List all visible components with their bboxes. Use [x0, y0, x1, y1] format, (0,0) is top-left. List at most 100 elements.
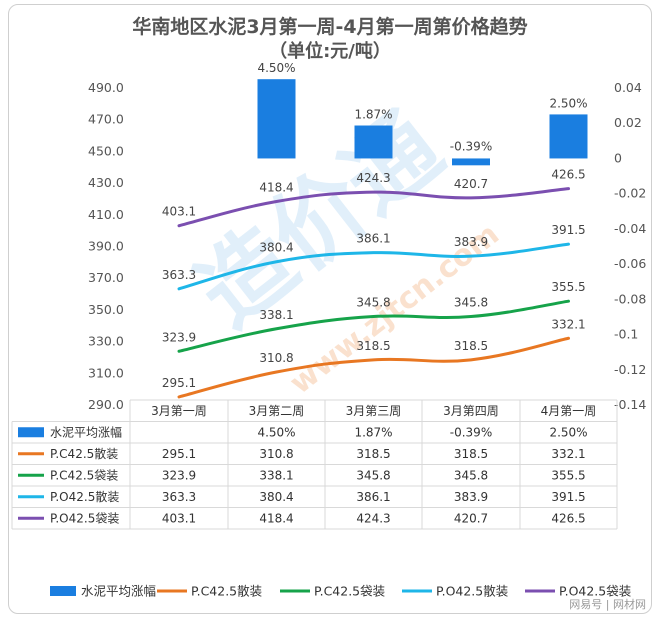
point-data-label: 332.1	[551, 317, 585, 331]
series-line	[177, 187, 570, 228]
legend-label: 水泥平均涨幅	[81, 584, 156, 599]
legend: 水泥平均涨幅 P.C42.5散装 P.C42.5袋装 P.O42.5散装 P.O42.5…	[50, 584, 631, 599]
y-right-tick-label: -0.06	[614, 256, 646, 271]
table-cell: 383.9	[454, 490, 488, 504]
point-data-label: 418.4	[259, 180, 293, 194]
point-data-label: 426.5	[551, 168, 585, 182]
point-data-label: 386.1	[356, 232, 390, 246]
legend-swatch	[50, 586, 76, 596]
table-header-cell: 4月第一周	[541, 404, 597, 418]
table-header-cell: 3月第三周	[346, 404, 402, 418]
table-cell: 295.1	[162, 447, 196, 461]
y-right-tick-label: 0.04	[614, 80, 642, 95]
source-credit: 网易号 | 网材网	[569, 598, 646, 611]
table-row-label: 水泥平均涨幅	[50, 424, 122, 439]
y-left-tick-label: 390.0	[88, 239, 124, 254]
bar-data-label: 1.87%	[354, 108, 392, 122]
series-line	[177, 336, 570, 399]
table-row-label: P.O42.5袋装	[50, 511, 119, 525]
table-cell: 4.50%	[257, 425, 295, 439]
point-data-label: 363.3	[162, 268, 196, 282]
bar	[354, 125, 393, 159]
point-data-label: 380.4	[259, 241, 293, 255]
line-series: 295.1 310.8 318.5 318.5 332.1 323.9 338.1 345.8…	[162, 168, 586, 399]
table-cell: 386.1	[356, 490, 390, 504]
legend-label: P.O42.5散装	[436, 584, 508, 599]
table-cell: 310.8	[259, 447, 293, 461]
legend-label: P.C42.5袋装	[314, 584, 385, 599]
table-cell: 403.1	[162, 511, 196, 525]
table-legend-swatch	[18, 427, 44, 438]
bar-data-label: 4.50%	[257, 61, 295, 75]
table-cell: 323.9	[162, 468, 196, 482]
point-data-label: 323.9	[162, 330, 196, 344]
table-row-label: P.O42.5散装	[50, 489, 119, 504]
y-right-tick-label: 0	[614, 150, 622, 165]
table-cell: 380.4	[259, 490, 293, 504]
y-left-tick-label: 350.0	[88, 302, 124, 317]
y-left-tick-label: 290.0	[88, 397, 124, 412]
point-data-label: 420.7	[454, 177, 488, 191]
y-right-tick-label: -0.14	[614, 397, 646, 412]
chart-title: 华南地区水泥3月第一周-4月第一周第价格趋势	[132, 16, 528, 38]
table-cell: 345.8	[356, 468, 390, 482]
y-left-tick-label: 370.0	[88, 270, 124, 285]
y-left-tick-label: 410.0	[88, 207, 124, 222]
table-cell: 355.5	[551, 468, 585, 482]
legend-label: P.O42.5袋装	[559, 584, 631, 599]
table-cell: 2.50%	[549, 425, 587, 439]
y-right-tick-label: -0.02	[614, 186, 646, 201]
bar-series: 4.50% 1.87% -0.39% 2.50%	[257, 61, 588, 166]
y-left-tick-label: 450.0	[88, 143, 124, 158]
y-left-tick-label: 310.0	[88, 365, 124, 380]
bar	[257, 79, 296, 159]
point-data-label: 345.8	[356, 296, 390, 310]
table-cell: 318.5	[454, 447, 488, 461]
y-right-tick-label: -0.1	[614, 327, 638, 342]
y-right-tick-label: -0.12	[614, 362, 646, 377]
table-cell: 1.87%	[354, 425, 392, 439]
series-line	[177, 299, 570, 353]
point-data-label: 318.5	[356, 339, 390, 353]
table-row-label: P.C42.5散装	[50, 446, 118, 461]
point-data-label: 383.9	[454, 235, 488, 249]
table-cell: 424.3	[356, 511, 390, 525]
y-left-tick-label: 470.0	[88, 112, 124, 127]
table-header-cell: 3月第一周	[151, 404, 207, 418]
table-cell: 426.5	[551, 511, 585, 525]
table-cell: 363.3	[162, 490, 196, 504]
y-right-tick-label: -0.08	[614, 291, 646, 306]
chart-subtitle: （单位:元/吨）	[269, 41, 391, 62]
table-cell: 420.7	[454, 511, 488, 525]
point-data-label: 424.3	[356, 171, 390, 185]
series-line	[177, 242, 570, 291]
point-data-label: 310.8	[259, 351, 293, 365]
bar-data-label: -0.39%	[450, 139, 492, 153]
table-cell: -0.39%	[450, 425, 492, 439]
y-right-tick-label: -0.04	[614, 221, 646, 236]
chart-frame	[8, 4, 652, 614]
point-data-label: 355.5	[551, 280, 585, 294]
table-cell: 345.8	[454, 468, 488, 482]
table-header-cell: 3月第二周	[249, 404, 305, 418]
table-cell: 418.4	[259, 511, 293, 525]
y-left-tick-label: 330.0	[88, 334, 124, 349]
point-data-label: 391.5	[551, 223, 585, 237]
table-row-label: P.C42.5袋装	[50, 468, 118, 482]
table-cell: 338.1	[259, 468, 293, 482]
table-cell: 391.5	[551, 490, 585, 504]
table-header-cell: 3月第四周	[443, 404, 499, 418]
point-data-label: 338.1	[259, 308, 293, 322]
table-cell: 332.1	[551, 447, 585, 461]
table-cell: 318.5	[356, 447, 390, 461]
point-data-label: 295.1	[162, 376, 196, 390]
y-right-tick-label: 0.02	[614, 115, 642, 130]
y-left-tick-label: 430.0	[88, 175, 124, 190]
bar	[549, 114, 588, 159]
bar	[452, 158, 490, 166]
bar-data-label: 2.50%	[549, 96, 587, 110]
point-data-label: 318.5	[454, 339, 488, 353]
point-data-label: 345.8	[454, 296, 488, 310]
